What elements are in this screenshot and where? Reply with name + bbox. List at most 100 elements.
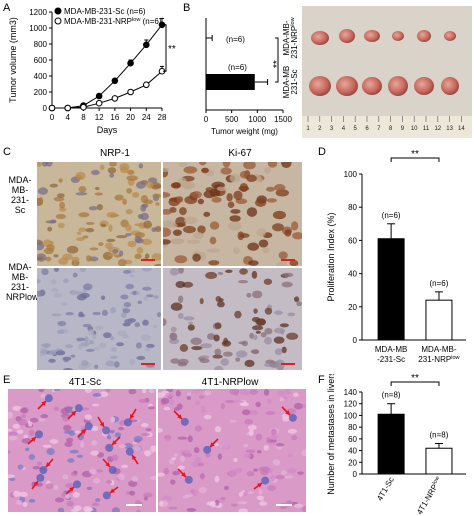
metastasis-focus — [108, 466, 117, 475]
stain-spot — [8, 412, 14, 419]
x-label-4t1-nrplow: 4T1-NRPlow — [415, 475, 444, 516]
stain-spot — [93, 346, 100, 351]
data-point — [111, 95, 119, 102]
stain-spot — [37, 242, 45, 251]
stain-spot — [291, 435, 297, 441]
stain-spot — [172, 182, 182, 189]
he-liver-4t1-nrplow — [158, 389, 306, 512]
ihc-ki67-sc — [163, 162, 302, 266]
stain-spot — [83, 505, 92, 512]
stain-spot — [194, 425, 203, 432]
chart-f: 0 20 40 60 80 100 120 140 Number of metastases i… — [326, 374, 466, 516]
x-label-4t1-sc: 4T1-Sc — [375, 476, 396, 503]
stain-spot — [129, 490, 136, 496]
stain-spot — [222, 351, 233, 357]
stain-spot — [205, 453, 211, 458]
top-row-tumors — [311, 29, 456, 45]
stain-spot — [131, 475, 139, 482]
stain-spot — [152, 324, 158, 329]
stain-spot — [140, 212, 149, 221]
stain-spot — [177, 361, 188, 367]
stain-spot — [220, 358, 229, 366]
stain-spot — [134, 322, 141, 328]
stain-spot — [100, 295, 106, 301]
stain-spot — [96, 203, 104, 211]
stain-spot — [274, 184, 286, 192]
n-label: (n=8) — [430, 431, 449, 440]
stain-spot — [54, 497, 65, 503]
chart-b: 0 500 1000 1500 Tumor weight (mg) (n=6) (n=6) *… — [204, 16, 299, 136]
stain-spot — [206, 333, 216, 340]
stain-spot — [163, 435, 172, 440]
stain-spot — [199, 473, 205, 480]
stain-spot — [251, 270, 258, 279]
stain-spot — [64, 344, 74, 349]
stain-spot — [173, 453, 178, 457]
sig-bracket — [390, 157, 440, 162]
stain-spot — [134, 446, 142, 452]
metastasis-focus — [180, 417, 189, 426]
stain-spot — [29, 417, 39, 423]
stain-spot — [214, 475, 220, 483]
stain-spot — [36, 461, 42, 466]
row-label-nrplow-2: 231-NRPlow — [290, 16, 299, 58]
stain-spot — [79, 268, 86, 272]
stain-spot — [102, 332, 112, 339]
stain-spot — [125, 208, 133, 215]
stain-spot — [36, 418, 46, 422]
stain-spot — [17, 464, 24, 470]
ruler-number: 11 — [423, 126, 430, 132]
stain-spot — [293, 296, 300, 303]
stain-spot — [84, 389, 93, 393]
stain-spot — [142, 389, 147, 394]
stain-spot — [75, 237, 85, 242]
stain-spot — [94, 192, 103, 196]
stain-spot — [225, 269, 233, 273]
stain-spot — [239, 268, 248, 275]
stain-spot — [182, 281, 194, 288]
stain-spot — [228, 221, 242, 231]
stain-spot — [217, 272, 224, 275]
stain-spot — [84, 414, 92, 421]
ruler-number: 14 — [458, 126, 465, 132]
stain-spot — [100, 223, 107, 228]
stain-spot — [177, 465, 185, 470]
stain-spot — [175, 280, 186, 289]
stain-spot — [109, 336, 115, 341]
ihc-nrp1-nrplow-texture — [37, 268, 161, 370]
stain-spot — [252, 290, 263, 299]
y-axis-title: Proliferation Index (%) — [326, 212, 336, 301]
stain-spot — [183, 166, 198, 174]
stain-spot — [191, 346, 203, 351]
red-arrow-head — [110, 488, 115, 493]
stain-spot — [282, 416, 290, 422]
stain-spot — [269, 435, 278, 440]
stain-spot — [256, 228, 266, 237]
stain-spot — [63, 367, 73, 370]
stain-spot — [186, 392, 192, 396]
stain-spot — [40, 343, 50, 347]
stain-spot — [272, 459, 281, 466]
x-tick-label: 500 — [225, 115, 239, 124]
stain-spot — [204, 390, 212, 396]
stain-spot — [109, 173, 115, 178]
red-arrow-head — [210, 442, 215, 447]
stain-spot — [99, 391, 109, 398]
ruler-number: 6 — [365, 126, 369, 132]
stain-spot — [74, 430, 82, 434]
stain-spot — [146, 181, 154, 189]
stain-spot — [199, 358, 210, 364]
legend-marker-sc — [54, 7, 62, 15]
stain-spot — [239, 402, 250, 407]
stain-spot — [191, 489, 198, 497]
stain-spot — [120, 294, 129, 300]
stain-spot — [183, 225, 196, 234]
stain-spot — [71, 256, 80, 263]
stain-spot — [248, 429, 254, 436]
stain-spot — [118, 250, 124, 257]
stain-spot — [133, 436, 143, 442]
stain-spot — [53, 268, 60, 272]
stain-spot — [62, 474, 69, 480]
stain-spot — [263, 444, 269, 451]
stain-spot — [265, 411, 276, 416]
